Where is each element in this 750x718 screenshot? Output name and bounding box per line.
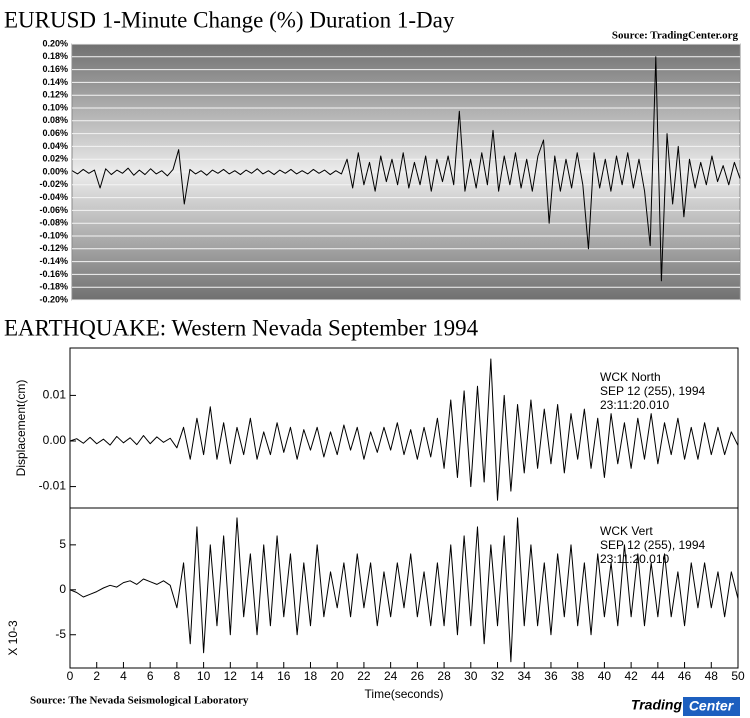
x-tick-label: 18 (304, 669, 318, 683)
y-tick-label: 0.12% (42, 90, 68, 100)
annotation: WCK North (600, 370, 661, 384)
logo-box (683, 697, 740, 716)
logo-text: Center (689, 698, 735, 714)
data-line (71, 56, 741, 282)
y-tick-label: -0.18% (39, 282, 68, 292)
x-tick-label: 38 (571, 669, 585, 683)
y-tick-label: 0.02% (42, 154, 68, 164)
y-tick-label: -0.06% (39, 205, 68, 215)
x-tick-label: 14 (250, 669, 264, 683)
x-tick-label: 4 (120, 669, 127, 683)
y-tick-label: 0.00% (42, 166, 68, 176)
y-tick-label: -0.04% (39, 192, 68, 202)
x-tick-label: 36 (544, 669, 558, 683)
y-tick-label: 0.08% (42, 115, 68, 125)
annotation: SEP 12 (255), 1994 (600, 538, 706, 552)
x-tick-label: 2 (93, 669, 100, 683)
x-tick-label: 42 (624, 669, 638, 683)
y-tick-label: 0.00 (43, 433, 67, 447)
y-tick-label: -0.10% (39, 230, 68, 240)
chart-title: EURUSD 1-Minute Change (%) Duration 1-Da… (4, 7, 455, 32)
y-tick-label: -0.12% (39, 243, 68, 253)
x-axis-label: Time(seconds) (365, 687, 444, 701)
source: Source: The Nevada Seismological Laborat… (30, 695, 249, 707)
x-tick-label: 28 (437, 669, 451, 683)
x-tick-label: 48 (705, 669, 719, 683)
x-tick-label: 46 (678, 669, 692, 683)
x-tick-label: 16 (277, 669, 291, 683)
chart-title: EARTHQUAKE: Western Nevada September 199… (4, 315, 479, 340)
y-tick-label: -0.08% (39, 218, 68, 228)
annotation: 23:11:20.010 (600, 552, 670, 566)
y-tick-label: 0.01 (43, 388, 67, 402)
plot-area (69, 347, 739, 509)
y-tick-label: 0.16% (42, 64, 68, 74)
y-tick-label: -0.16% (39, 269, 68, 279)
logo: Trading Center (631, 697, 740, 716)
source: Source: TradingCenter.org (612, 30, 739, 42)
x-tick-label: 24 (384, 669, 398, 683)
plot-area (69, 507, 739, 669)
y-tick-label: -0.01 (39, 479, 67, 493)
x-tick-label: 34 (518, 669, 532, 683)
logo-text: Trading (631, 697, 683, 713)
x-tick-label: 8 (174, 669, 181, 683)
y-tick-label: -0.02% (39, 179, 68, 189)
x-tick-label: 32 (491, 669, 505, 683)
y-tick-label: -5 (55, 627, 66, 641)
y-tick-label: 5 (59, 537, 66, 551)
x-tick-label: 40 (598, 669, 612, 683)
x-tick-label: 6 (147, 669, 154, 683)
y-tick-label: 0.20% (42, 38, 68, 48)
x-tick-label: 30 (464, 669, 478, 683)
x-tick-label: 20 (331, 669, 345, 683)
y-tick-label: 0 (59, 582, 66, 596)
x-tick-label: 0 (67, 669, 74, 683)
x-tick-label: 44 (651, 669, 665, 683)
y-tick-label: 0.04% (42, 141, 68, 151)
x-tick-label: 22 (357, 669, 371, 683)
y-tick-label: 0.06% (42, 128, 68, 138)
data-line (69, 517, 739, 663)
x-tick-label: 10 (197, 669, 211, 683)
y-axis-label: X 10-3 (6, 620, 20, 656)
y-tick-label: 0.14% (42, 77, 68, 87)
y-axis-label: Displacement(cm) (14, 380, 28, 477)
y-tick-label: -0.14% (39, 256, 68, 266)
y-tick-label: 0.10% (42, 102, 68, 112)
annotation: 23:11:20.010 (600, 398, 670, 412)
x-tick-label: 12 (224, 669, 238, 683)
y-tick-label: 0.18% (42, 51, 68, 61)
x-tick-label: 50 (731, 669, 745, 683)
data-line (69, 358, 739, 501)
annotation: SEP 12 (255), 1994 (600, 384, 706, 398)
annotation: WCK Vert (600, 524, 653, 538)
y-tick-label: -0.20% (39, 294, 68, 304)
x-tick-label: 26 (411, 669, 425, 683)
